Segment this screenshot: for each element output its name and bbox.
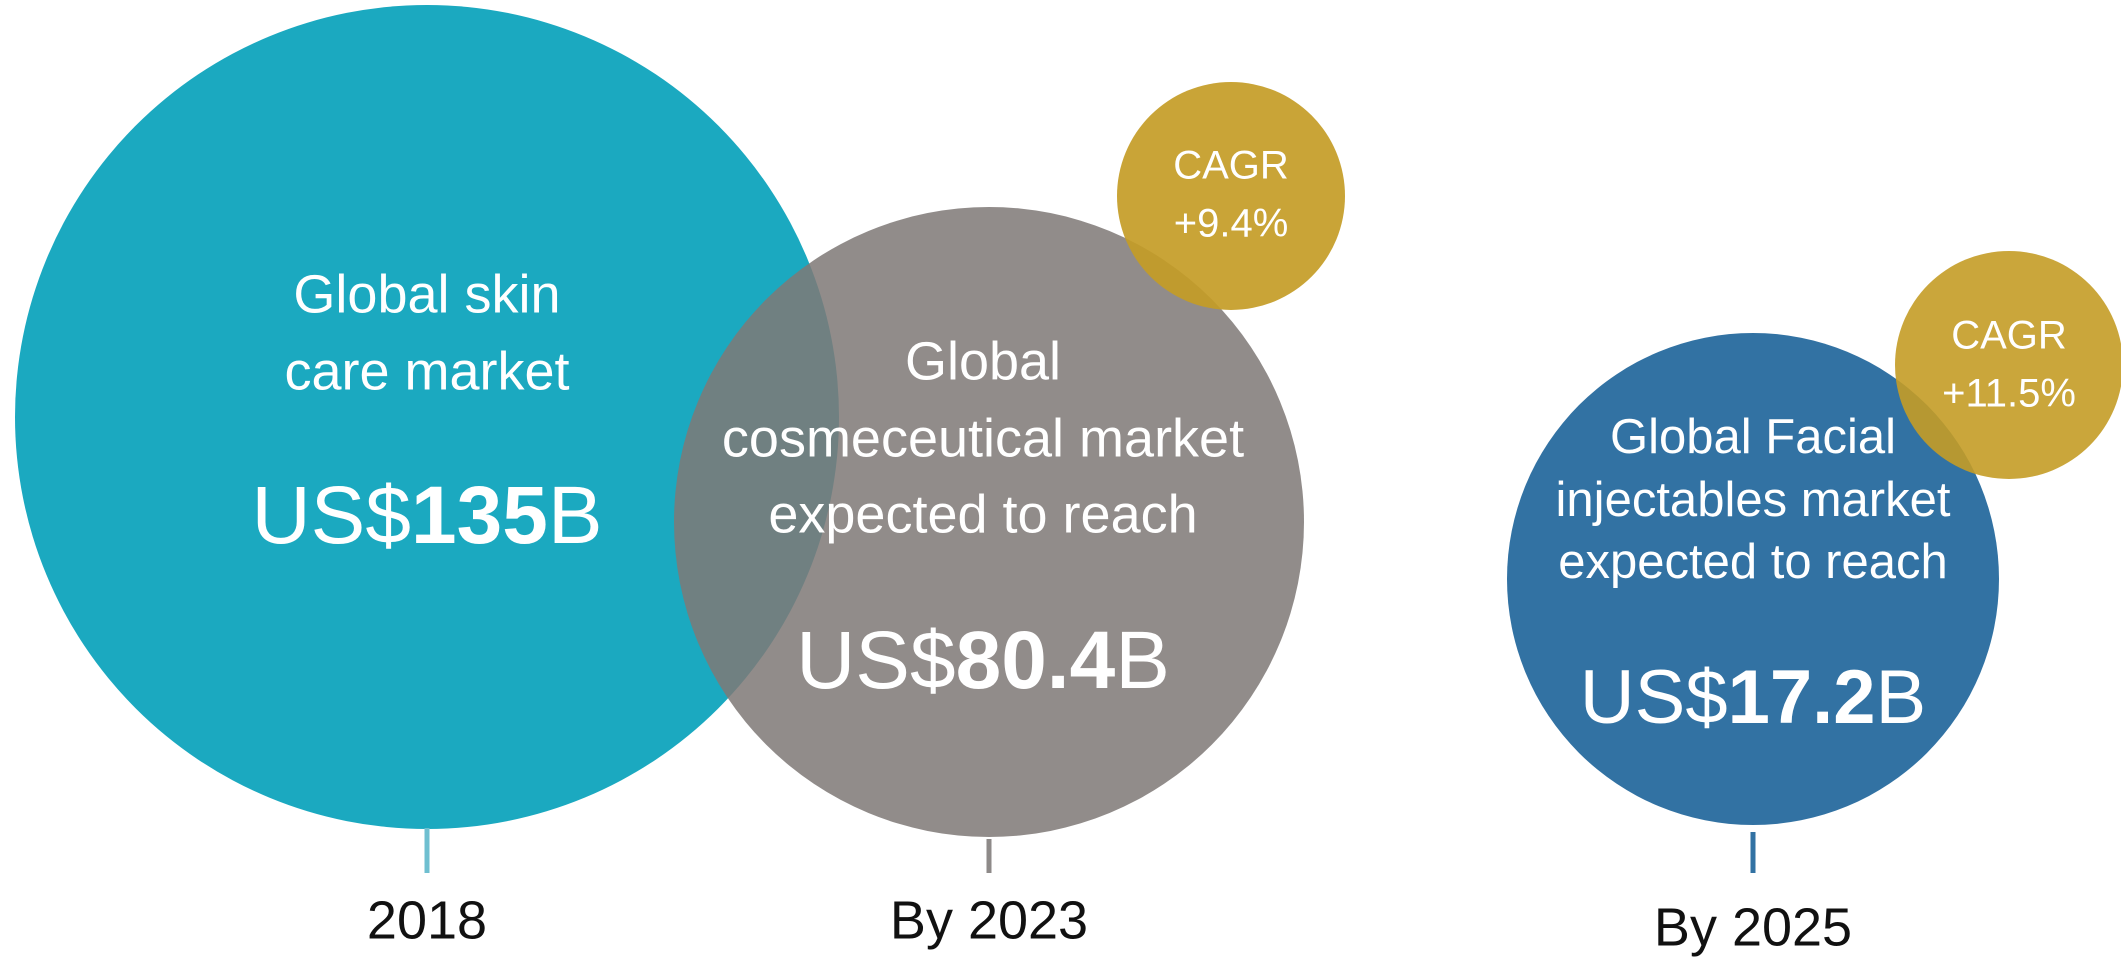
bubble-label: Global Facial: [1610, 410, 1896, 464]
cagr-label: CAGR: [1173, 144, 1289, 188]
market-value: US$17.2B: [1580, 655, 1926, 740]
value-unit: B: [1115, 615, 1170, 706]
bubble-cosmeceutical: [674, 207, 1304, 837]
value-unit: B: [1876, 655, 1927, 740]
value-amount: 135: [411, 470, 548, 561]
value-amount: 80.4: [956, 615, 1116, 706]
bubble-label: Global skin: [293, 264, 560, 324]
year-label: By 2023: [890, 890, 1088, 950]
bubble-label: expected to reach: [1558, 535, 1948, 589]
value-prefix: US$: [796, 615, 956, 706]
value-unit: B: [548, 470, 603, 561]
value-prefix: US$: [1580, 655, 1728, 740]
value-prefix: US$: [251, 470, 411, 561]
bubble-label: Global: [905, 331, 1061, 391]
market-value: US$135B: [251, 470, 602, 561]
year-label: 2018: [367, 890, 487, 950]
year-label: By 2025: [1654, 897, 1852, 957]
market-value: US$80.4B: [796, 615, 1170, 706]
cagr-label: +11.5%: [1942, 372, 2076, 416]
cagr-label: +9.4%: [1174, 202, 1289, 246]
bubble-label: care market: [284, 341, 569, 401]
cagr-label: CAGR: [1951, 314, 2067, 358]
value-amount: 17.2: [1728, 655, 1876, 740]
bubble-label: injectables market: [1556, 473, 1951, 527]
bubble-facial-injectables: [1507, 333, 1999, 825]
cagr-bubble: [1117, 82, 1345, 310]
cagr-bubble: [1895, 251, 2121, 479]
bubble-label: cosmeceutical market: [722, 408, 1244, 468]
bubble-skin-care: [15, 5, 839, 829]
bubble-label: expected to reach: [768, 484, 1197, 544]
